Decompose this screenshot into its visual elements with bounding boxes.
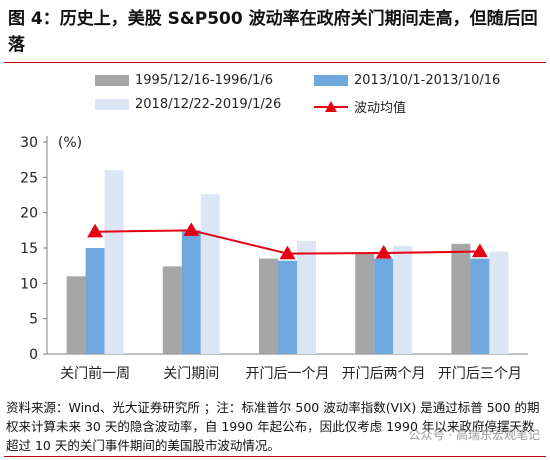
footer-divider (4, 456, 546, 457)
legend-swatch-series-2 (314, 75, 348, 86)
x-tick-label: 关门期间 (163, 366, 219, 382)
legend-item-average: 波动均值 (314, 97, 406, 116)
legend-line-marker-icon (314, 100, 348, 114)
legend-swatch-series-3 (95, 99, 129, 110)
bar-series-1 (355, 253, 375, 354)
bar-series-3 (104, 170, 124, 354)
y-tick-label: 0 (29, 347, 38, 363)
x-tick-label: 开门后一个月 (246, 366, 330, 382)
legend-item-series-2: 2013/10/1-2013/10/16 (314, 73, 500, 88)
legend-label-series-3: 2018/12/22-2019/1/26 (135, 97, 282, 112)
bar-series-3 (297, 240, 316, 354)
bar-series-1 (259, 258, 278, 354)
title-divider (4, 62, 546, 63)
average-marker (183, 222, 200, 236)
legend-label-average: 波动均值 (354, 101, 407, 116)
x-tick-label: 关门前一周 (60, 365, 130, 382)
bar-series-1 (451, 243, 471, 354)
watermark-text: 公众号 · 高瑞东宏观笔记 (408, 428, 540, 442)
average-marker (279, 245, 296, 260)
bar-series-1 (66, 276, 86, 354)
legend-item-series-1: 1995/12/16-1996/1/6 (95, 73, 273, 88)
bar-series-3 (200, 194, 220, 354)
bar-series-2 (278, 260, 297, 354)
bar-series-2 (470, 258, 490, 354)
source-note: 资料来源：Wind、光大证券研究所 ；注：标准普尔 500 波动率指数(VIX)… (6, 400, 540, 453)
bar-series-3 (393, 245, 413, 354)
legend-label-series-2: 2013/10/1-2013/10/16 (354, 73, 501, 88)
y-tick-label: 25 (20, 170, 38, 186)
chart-plot: 0 5 10 15 20 25 30 (%) 关门前一周 关门期间 开门后一个月 开门后两个月 开门后三… (20, 135, 528, 382)
legend-item-series-3: 2018/12/22-2019/1/26 (95, 97, 281, 112)
y-unit-label: (%) (58, 135, 82, 151)
x-tick-label: 开门后三个月 (438, 366, 522, 382)
y-tick-label: 15 (20, 241, 38, 257)
bar-series-1 (162, 266, 182, 354)
bar-series-2 (85, 248, 105, 354)
bar-series-2 (181, 230, 201, 354)
bar-series-2 (374, 258, 394, 354)
y-tick-label: 30 (20, 135, 38, 151)
average-marker (87, 223, 104, 238)
bar-series-3 (489, 251, 509, 354)
legend-label-series-1: 1995/12/16-1996/1/6 (135, 73, 274, 88)
x-tick-label: 开门后两个月 (342, 366, 426, 382)
average-marker (375, 244, 392, 259)
legend-swatch-series-1 (95, 75, 129, 86)
y-tick-label: 10 (20, 276, 38, 292)
average-marker (471, 243, 488, 258)
y-tick-label: 20 (20, 206, 38, 222)
y-tick-label: 5 (29, 312, 38, 328)
figure-title: 图 4：历史上，美股 S&P500 波动率在政府关门期间走高，但随后回落 (8, 9, 538, 55)
